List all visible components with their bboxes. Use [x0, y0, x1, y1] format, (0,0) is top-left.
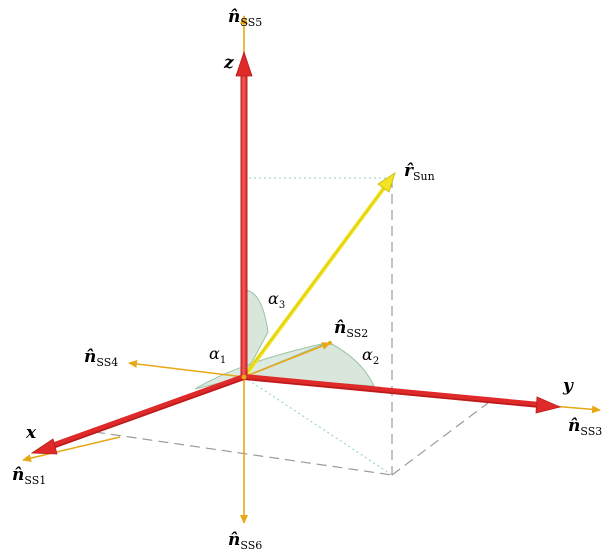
r-sun-arrowhead [377, 172, 396, 193]
x-axis-shaft-shade [52, 378, 245, 449]
x-axis-label: x [25, 423, 37, 443]
n-ss2-tip-dot [328, 341, 332, 345]
r-sun-shaft-highlight [244, 187, 385, 376]
y-axis-shaft [241, 374, 543, 408]
x-axis-shaft [49, 374, 247, 449]
n-ss3-label: n̂SS3 [568, 416, 602, 438]
x-axis-arrowhead [30, 438, 58, 455]
x-parallel-dashed [391, 402, 489, 476]
z-axis-arrowhead [235, 50, 253, 77]
n-ss5-label: n̂SS5 [228, 7, 262, 29]
n-ss1-label: n̂SS1 [12, 465, 46, 487]
origin-point [241, 374, 247, 380]
alpha1-label: α1 [209, 344, 226, 366]
n-ss2-vector [243, 342, 331, 378]
alpha1-wedge [194, 342, 327, 390]
n-ss4-vector [128, 359, 245, 378]
alpha3-label: α3 [268, 289, 285, 311]
y-axis-arrowhead [535, 396, 562, 414]
alpha2-label: α2 [362, 345, 379, 367]
y-axis-label: y [562, 376, 574, 396]
n-ss6-label: n̂SS6 [228, 530, 262, 552]
z-axis-label: z [223, 53, 234, 73]
n-ss4-label: n̂SS4 [84, 347, 118, 369]
z-axis-shaft [240, 72, 248, 377]
r-sun-label: r̂Sun [404, 161, 435, 183]
n-ss2-label: n̂SS2 [334, 318, 368, 340]
n-ss1-vector [22, 436, 121, 463]
y-axis-shaft-shade [243, 378, 541, 408]
